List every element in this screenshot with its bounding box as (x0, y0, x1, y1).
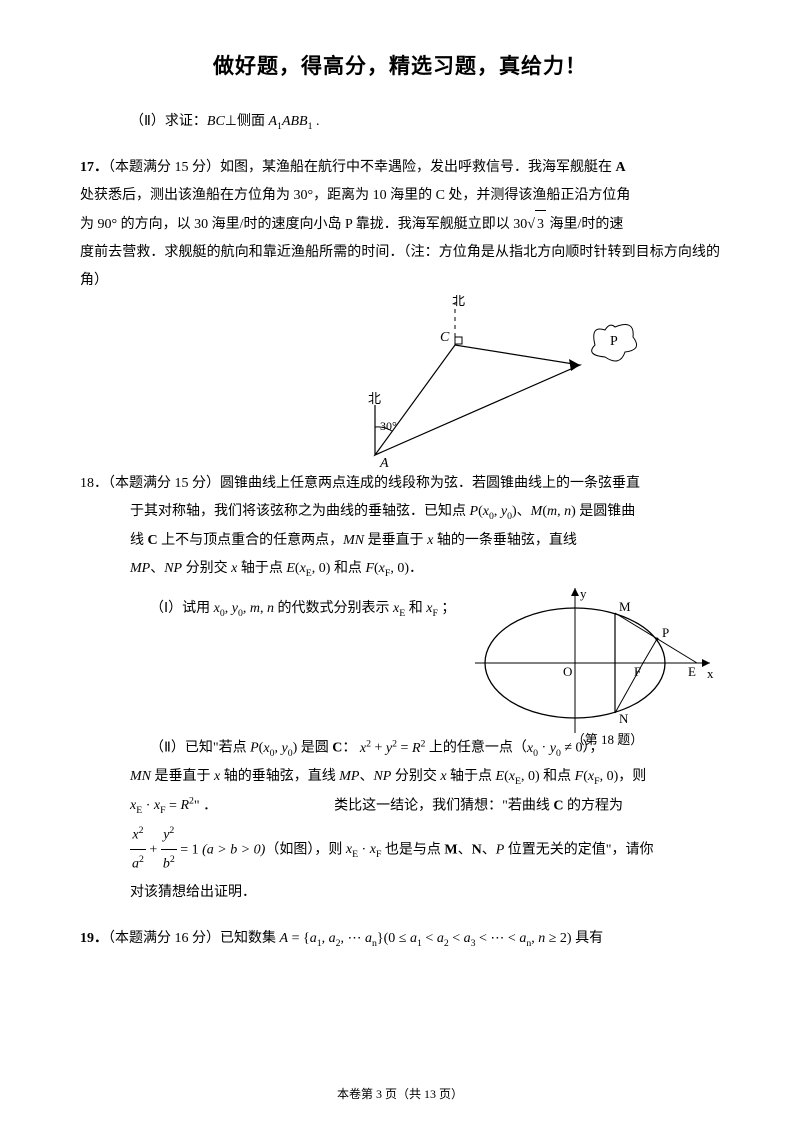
text: 轴于点 (237, 561, 286, 576)
problem-18-line3: 线 C 上不与顶点重合的任意两点，MN 是垂直于 x 轴的一条垂轴弦，直线 (80, 527, 720, 555)
text: 是垂直于 (364, 533, 427, 548)
problem16-part2: （Ⅱ）求证：BC⊥侧面 A1ABB1 . (80, 108, 720, 136)
text: 具有 (572, 931, 604, 946)
y-axis-label: y (580, 586, 587, 601)
label-a: A (379, 456, 389, 470)
score: （本题满分 16 分） (108, 931, 220, 946)
text: 也是与点 (381, 842, 444, 857)
diagram-18: y x M N P O F E （第 18 题） (475, 583, 720, 748)
label-p: P (662, 625, 669, 640)
text: （Ⅰ）试用 (150, 601, 214, 616)
text: 上不与顶点重合的任意两点， (158, 533, 344, 548)
page: 做好题，得高分，精选习题，真给力！ （Ⅱ）求证：BC⊥侧面 A1ABB1 . 1… (0, 0, 800, 1132)
label-c: C (440, 330, 450, 345)
problem-18-part2-line2: MN 是垂直于 x 轴的垂轴弦，直线 MP、NP 分别交 x 轴于点 E(xE,… (80, 763, 720, 791)
page-title: 做好题，得高分，精选习题，真给力！ (80, 50, 720, 80)
problem-number: 19． (80, 931, 108, 946)
page-footer: 本卷第 3 页（共 13 页） (0, 1085, 800, 1102)
north-label: 北 (452, 295, 465, 308)
text: 和点 (540, 769, 575, 784)
text: 和 (405, 601, 426, 616)
diagram-17: 北 北 30° A C P (80, 295, 720, 470)
text: ： (342, 741, 356, 756)
problem-18-part2-line5: 对该猜想给出证明． (80, 879, 720, 907)
text: 轴的一条垂轴弦，直线 (433, 533, 577, 548)
score: （本题满分 15 分） (108, 160, 220, 175)
text: 已知数集 (220, 931, 280, 946)
text: ）， (583, 741, 604, 756)
text: ，则 (618, 769, 646, 784)
text: 分别交 (391, 769, 440, 784)
label-e: E (688, 664, 696, 679)
text: " ． (194, 798, 217, 813)
text: 为 90° 的方向，以 30 海里/时的速度向小岛 P 靠拢．我海军舰艇立即以 (80, 217, 513, 232)
text: 上的任意一点（ (425, 741, 527, 756)
text: （Ⅱ）已知"若点 (150, 741, 250, 756)
triangle-diagram: 北 北 30° A C P (280, 295, 640, 470)
label-p: P (610, 334, 618, 349)
text: 侧面 (237, 114, 265, 129)
problem-17-line3: 为 90° 的方向，以 30 海里/时的速度向小岛 P 靠拢．我海军舰艇立即以 … (80, 210, 720, 239)
problem-18-line4: MP、NP 分别交 x 轴于点 E(xE, 0) 和点 F(xF, 0)． (80, 555, 720, 583)
text: 位置无关的定值"，请你 (504, 842, 653, 857)
text: 轴于点 (447, 769, 496, 784)
problem-18-part1-row: （Ⅰ）试用 x0, y0, m, n 的代数式分别表示 xE 和 xF ； (80, 583, 720, 748)
problem-17-line2: 处获悉后，测出该渔船在方位角为 30°，距离为 10 海里的 C 处，并测得该渔… (80, 182, 720, 210)
text: 圆锥曲线上任意两点连成的线段称为弦．若圆锥曲线上的一条弦垂直 (220, 476, 640, 491)
label-n: N (619, 711, 629, 726)
text: 类比这一结论，我们猜想："若曲线 (334, 798, 553, 813)
text: 海里/时的速 (546, 217, 623, 232)
problem-number: 17． (80, 160, 108, 175)
text: 、 (517, 504, 531, 519)
text: 是圆锥曲 (576, 504, 636, 519)
text: （Ⅱ）求证： (130, 114, 207, 129)
problem-number: 18． (80, 476, 108, 491)
x-axis-label: x (707, 666, 714, 681)
text: ； (438, 601, 456, 616)
problem-18-line2: 于其对称轴，我们将该弦称之为曲线的垂轴弦．已知点 P(x0, y0)、M(m, … (80, 498, 720, 526)
text: 如图，某渔船在航行中不幸遇险，发出呼救信号．我海军舰艇在 (220, 160, 616, 175)
text: 于其对称轴，我们将该弦称之为曲线的垂轴弦．已知点 (130, 504, 470, 519)
text: 的方程为 (563, 798, 623, 813)
text: （如图），则 (265, 842, 346, 857)
text: 的代数式分别表示 (274, 601, 393, 616)
text: 和点 (330, 561, 365, 576)
text: ． (409, 561, 423, 576)
problem-19: 19．（本题满分 16 分）已知数集 A = {a1, a2, ⋯ an}(0 … (80, 925, 720, 953)
text: 是圆 (297, 741, 332, 756)
angle-label: 30° (380, 419, 397, 433)
problem-17-line4: 度前去营救．求舰艇的航向和靠近渔船所需的时间．（注：方位角是从指北方向顺时针转到… (80, 239, 720, 295)
problem-18-part2-line4: x2a2 + y2b2 = 1 (a > b > 0)（如图），则 xE · x… (80, 821, 720, 879)
problem-18-part2-line3: xE · xF = R2" ． 类比这一结论，我们猜想："若曲线 C 的方程为 (80, 792, 720, 821)
text: 分别交 (182, 561, 231, 576)
problem-18-part1: （Ⅰ）试用 x0, y0, m, n 的代数式分别表示 xE 和 xF ； (80, 595, 475, 623)
label-o: O (563, 664, 572, 679)
ellipse-diagram: y x M N P O F E (475, 583, 720, 743)
label-m: M (619, 599, 631, 614)
north-label-2: 北 (368, 391, 381, 406)
score: （本题满分 15 分） (108, 476, 220, 491)
text: 轴的垂轴弦，直线 (220, 769, 339, 784)
label-f: F (634, 664, 641, 679)
problem-17: 17．（本题满分 15 分）如图，某渔船在航行中不幸遇险，发出呼救信号．我海军舰… (80, 154, 720, 182)
text: 是垂直于 (151, 769, 214, 784)
problem-18: 18．（本题满分 15 分）圆锥曲线上任意两点连成的线段称为弦．若圆锥曲线上的一… (80, 470, 720, 498)
